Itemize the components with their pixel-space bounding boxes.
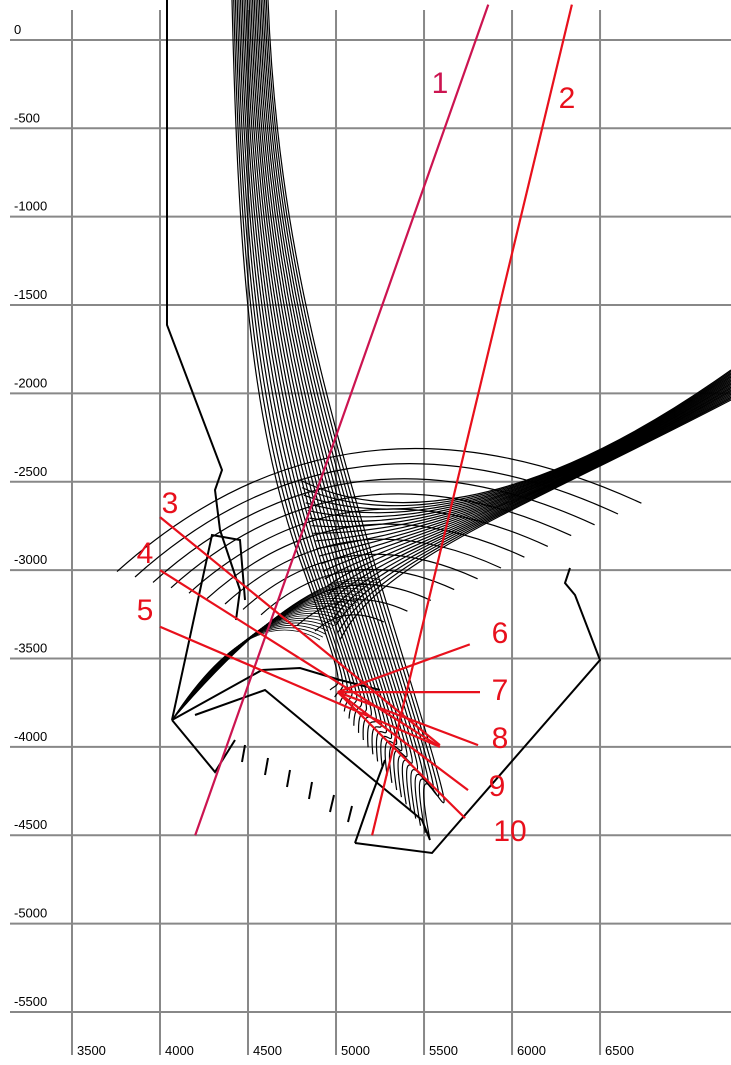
mesh-line — [171, 608, 346, 721]
mesh-line — [309, 376, 731, 522]
mesh-line — [335, 396, 731, 626]
line-label: 8 — [492, 722, 509, 755]
y-tick-label: -4500 — [14, 817, 47, 832]
x-tick-label: 5500 — [429, 1043, 458, 1058]
mesh-line — [333, 395, 731, 618]
y-tick-label: -3500 — [14, 641, 47, 656]
mesh-line — [234, 0, 348, 705]
y-tick-label: -1500 — [14, 287, 47, 302]
outline — [171, 533, 246, 721]
y-tick-label: -2000 — [14, 375, 47, 390]
mesh-ring — [206, 523, 525, 600]
red-line — [159, 569, 441, 748]
mesh-line — [171, 577, 381, 721]
mesh-ring — [314, 614, 385, 632]
mesh-line — [239, 0, 363, 726]
red-line — [337, 643, 471, 694]
red-line — [337, 691, 479, 747]
y-tick-label: -3000 — [14, 552, 47, 567]
line-label: 1 — [432, 67, 449, 100]
y-tick-label: -5500 — [14, 994, 47, 1009]
line-label: 6 — [492, 617, 509, 650]
mesh-line — [171, 610, 344, 721]
mesh-line — [339, 399, 731, 641]
mesh-ring — [224, 538, 502, 605]
mesh-line — [265, 0, 440, 833]
mesh-ring — [116, 447, 642, 573]
outline — [194, 688, 431, 841]
red-line — [194, 4, 490, 836]
y-tick-label: 0 — [14, 22, 21, 37]
red-line — [337, 691, 469, 792]
mesh-ring — [134, 463, 619, 578]
y-tick-label: -4000 — [14, 729, 47, 744]
mesh-ring — [260, 568, 455, 616]
mesh-line — [320, 385, 731, 565]
hatch — [241, 744, 353, 823]
red-line — [371, 4, 573, 836]
mesh-line — [171, 629, 321, 721]
mesh-line — [236, 0, 353, 712]
mesh-line — [251, 0, 398, 776]
red-line — [159, 625, 441, 748]
mesh-line — [245, 0, 377, 748]
mesh-line — [318, 383, 731, 557]
y-tick-label: -1000 — [14, 199, 47, 214]
mesh-line — [330, 392, 731, 603]
x-tick-label: 6500 — [605, 1043, 634, 1058]
line-label: 7 — [492, 674, 509, 707]
mesh-ring — [170, 493, 572, 589]
line-label: 2 — [559, 82, 576, 115]
mesh-line — [322, 386, 731, 572]
line-label: 5 — [137, 594, 154, 627]
mesh-line — [337, 398, 731, 633]
lines: 1 2 34 5 6 7 8 9 10 — [137, 4, 576, 848]
y-tick-label: -2500 — [14, 464, 47, 479]
line-label: 9 — [489, 770, 506, 803]
x-tick-label: 4000 — [165, 1043, 194, 1058]
outline — [171, 719, 236, 774]
mesh-line — [313, 379, 731, 534]
y-tick-label: -5000 — [14, 906, 47, 921]
mesh-line — [263, 0, 435, 826]
mesh-line — [255, 0, 408, 791]
mesh-line — [246, 0, 383, 755]
mesh-line — [328, 390, 731, 595]
mesh-ring — [188, 508, 549, 594]
red-line — [337, 691, 466, 819]
mesh-line — [331, 393, 731, 610]
mesh-ring — [278, 584, 432, 621]
mesh-ring — [152, 478, 595, 583]
y-tick-label: -500 — [14, 110, 40, 125]
mesh-line — [307, 375, 731, 518]
x-tick-label: 6000 — [517, 1043, 546, 1058]
outline — [354, 567, 602, 855]
mesh-ring — [296, 599, 408, 627]
x-tick-label: 4500 — [253, 1043, 282, 1058]
line-label: 3 — [162, 487, 179, 520]
x-tick-label: 5000 — [341, 1043, 370, 1058]
x-tick-label: 3500 — [77, 1043, 106, 1058]
red-line — [159, 516, 441, 746]
line-label: 4 — [137, 537, 154, 570]
mesh-line — [303, 372, 731, 510]
mesh-line — [311, 378, 731, 528]
mesh-line — [253, 0, 403, 783]
outline — [354, 759, 386, 844]
outline — [166, 0, 242, 621]
mesh-line — [324, 388, 731, 580]
mesh-ring — [242, 553, 478, 610]
line-label: 10 — [493, 815, 526, 848]
mesh-line — [248, 0, 388, 762]
